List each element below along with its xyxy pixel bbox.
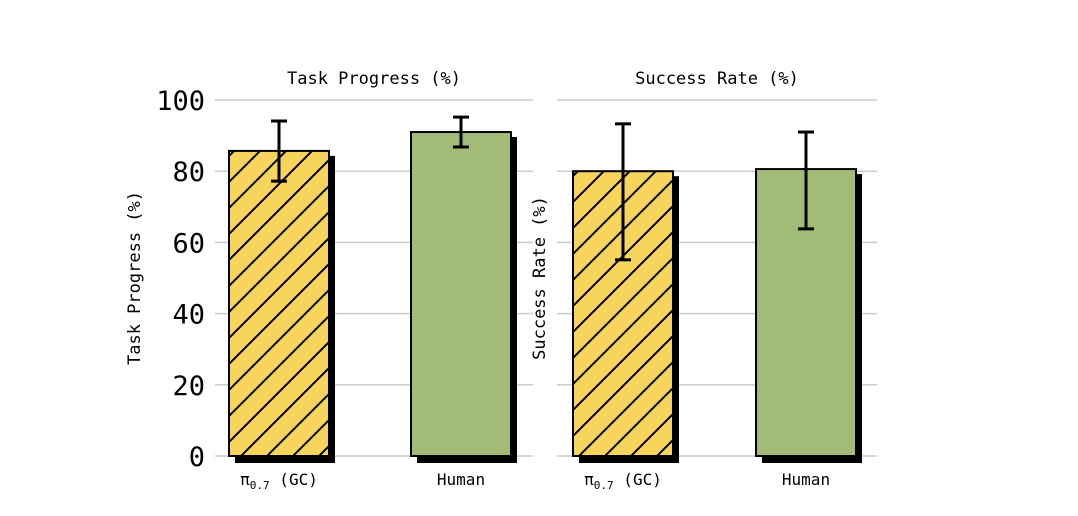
x-tick-main: π bbox=[584, 470, 594, 489]
bar-pi bbox=[228, 149, 330, 458]
y-axis-label: Task Progress (%) bbox=[125, 191, 145, 365]
bar-human bbox=[755, 168, 857, 457]
subplot-title: Success Rate (%) bbox=[635, 69, 799, 89]
x-tick-label: Human bbox=[782, 470, 830, 489]
y-axis-label: Success Rate (%) bbox=[530, 196, 550, 360]
y-tick-label: 60 bbox=[172, 228, 205, 259]
x-tick-rest: (GC) bbox=[614, 470, 662, 489]
x-tick-label: π0.7 (GC) bbox=[240, 470, 318, 492]
y-tick-label: 40 bbox=[172, 300, 205, 331]
y-tick-label: 0 bbox=[189, 442, 205, 473]
x-tick-main: Human bbox=[437, 470, 485, 489]
subplot-2: Success Rate (%) Success Rate (%) π0.7 (GC… bbox=[530, 69, 877, 492]
x-tick-label: π0.7 (GC) bbox=[584, 470, 662, 492]
subplot-title: Task Progress (%) bbox=[287, 69, 461, 89]
x-tick-label: Human bbox=[437, 470, 485, 489]
bar-human bbox=[410, 131, 512, 457]
y-tick-label: 80 bbox=[172, 157, 205, 188]
y-tick-label: 100 bbox=[156, 86, 205, 117]
y-tick-label: 20 bbox=[172, 371, 205, 402]
x-tick-sub: 0.7 bbox=[250, 479, 270, 492]
x-tick-sub: 0.7 bbox=[594, 479, 614, 492]
x-tick-main: π bbox=[240, 470, 250, 489]
subplot-1: 0 20 40 60 80 100 Task Progress (%) Task Progre… bbox=[125, 69, 533, 492]
x-tick-main: Human bbox=[782, 470, 830, 489]
x-tick-rest: (GC) bbox=[270, 470, 318, 489]
